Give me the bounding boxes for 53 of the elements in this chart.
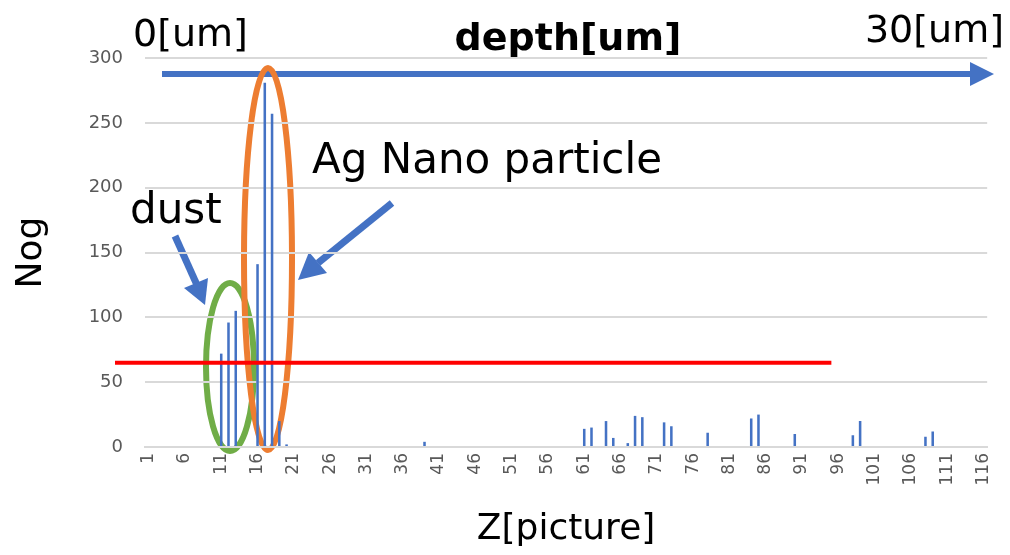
x-tick-label: 21 (282, 453, 303, 475)
bar (924, 436, 927, 446)
x-tick-label: 71 (645, 453, 666, 475)
y-tick-label: 200 (88, 175, 123, 197)
bar (931, 431, 934, 446)
x-tick-label: 1 (137, 453, 158, 464)
x-tick-label: 91 (790, 453, 811, 475)
bar (219, 353, 223, 446)
x-tick-label: 106 (899, 453, 920, 486)
bar (670, 426, 673, 446)
x-tick-label: 36 (391, 453, 412, 475)
x-tick-label: 81 (717, 453, 738, 475)
x-axis-title: Z[picture] (476, 505, 656, 547)
bar (234, 310, 238, 446)
bar (641, 417, 644, 446)
annotation: dust (130, 184, 222, 233)
bar (706, 432, 709, 446)
bar (612, 437, 615, 446)
bar (278, 421, 281, 446)
bar (757, 414, 760, 446)
x-tick-label: 11 (209, 453, 230, 475)
x-tick-label: 31 (354, 453, 375, 475)
x-tick-label: 51 (500, 453, 521, 475)
y-tick-label: 100 (88, 305, 123, 327)
x-tick-label: 16 (245, 453, 266, 475)
bar (423, 441, 426, 446)
bar (582, 428, 586, 446)
annotation: depth[um] (454, 15, 682, 59)
y-tick-label: 250 (88, 110, 123, 132)
text: 30[um] (864, 7, 1004, 51)
y-tick-label: 150 (88, 240, 123, 262)
annotation: Ag Nano particle (312, 134, 662, 183)
x-tick-label: 76 (681, 453, 702, 475)
x-tick-label: 46 (463, 453, 484, 475)
text: 0[um] (133, 11, 248, 55)
x-tick-label: 61 (572, 453, 593, 475)
bar (590, 427, 593, 446)
x-tick-label: 56 (536, 453, 557, 475)
bar (256, 264, 259, 446)
bar (227, 322, 230, 446)
x-tick-label: 41 (427, 453, 448, 475)
y-axis-title: Nog (7, 216, 49, 289)
x-tick-label: 66 (608, 453, 629, 475)
y-tick-label: 300 (88, 45, 123, 67)
x-tick-label: 96 (826, 453, 847, 475)
x-tick-label: 116 (971, 453, 992, 486)
x-tick-label: 6 (173, 453, 194, 464)
y-tick-label: 0 (111, 434, 123, 456)
x-tick-label: 26 (318, 453, 339, 475)
y-tick-label: 50 (100, 369, 123, 391)
x-tick-label: 86 (754, 453, 775, 475)
x-tick-label: 111 (935, 453, 956, 486)
x-tick-label: 101 (863, 453, 884, 486)
